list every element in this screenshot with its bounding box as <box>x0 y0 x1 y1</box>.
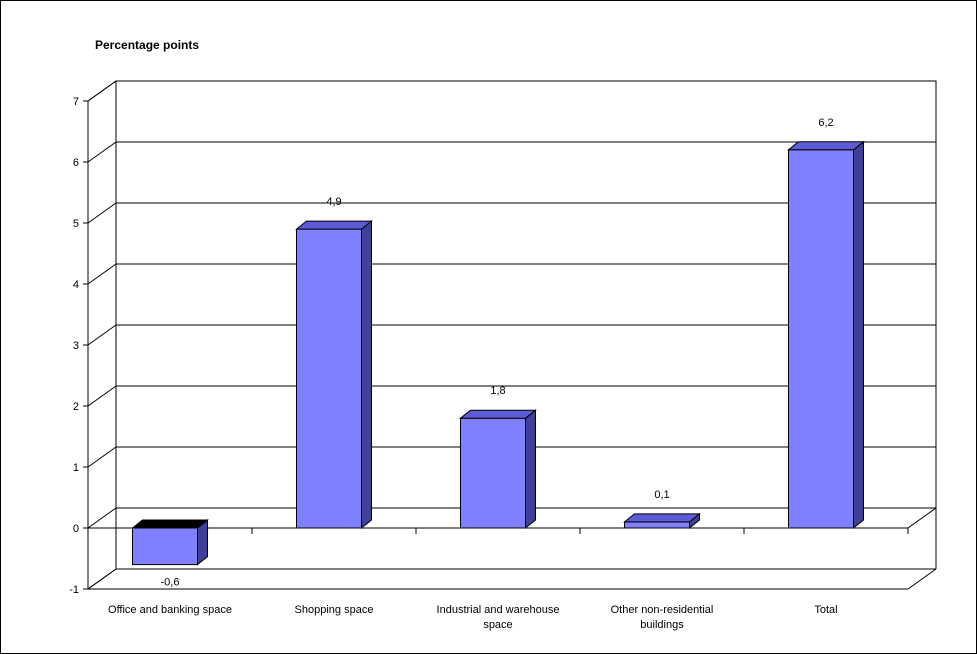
bar <box>624 521 690 529</box>
y-tick-label: 1 <box>73 462 79 474</box>
x-tick-label: space <box>483 619 512 631</box>
bars <box>131 140 865 566</box>
bar <box>460 417 526 529</box>
y-tick-label: -1 <box>69 584 79 596</box>
gridline-side <box>87 80 117 102</box>
bar-side <box>525 409 536 530</box>
bar-top <box>131 519 209 529</box>
bar-top <box>623 513 701 523</box>
gridline-side <box>87 568 117 590</box>
bar-top <box>787 141 865 151</box>
data-label: -0,6 <box>161 577 180 589</box>
bar-group <box>295 220 373 530</box>
gridline-side <box>87 141 117 163</box>
bar-side <box>853 140 864 530</box>
data-label: 4,9 <box>326 196 341 208</box>
bar-top <box>295 220 373 230</box>
bar <box>296 228 362 529</box>
gridline-side <box>87 202 117 224</box>
bar-top <box>459 409 537 419</box>
y-tick-label: 4 <box>73 279 79 291</box>
bar-group <box>459 409 537 530</box>
data-label: 1,8 <box>490 385 505 397</box>
labels: -0,6 Office and banking space 4,9 Shopping … <box>108 117 838 631</box>
floor-edge <box>88 568 937 590</box>
y-tick-label: 5 <box>73 218 79 230</box>
y-tick-label: 2 <box>73 401 79 413</box>
bar-side <box>361 220 372 530</box>
bar-group <box>131 518 209 566</box>
y-tick-label: 7 <box>73 96 79 108</box>
gridline-side <box>87 263 117 285</box>
y-tick-label: 6 <box>73 157 79 169</box>
x-tick-label: Shopping space <box>295 604 374 616</box>
gridline-side <box>87 385 117 407</box>
bar <box>788 149 854 529</box>
data-label: 0,1 <box>654 489 669 501</box>
x-tick-label: Industrial and warehouse <box>437 604 560 616</box>
gridline-side <box>87 324 117 346</box>
x-tick-label: Total <box>814 604 837 616</box>
gridline-side <box>87 446 117 468</box>
gridline-side <box>87 507 117 529</box>
chart-title: Percentage points <box>95 38 200 52</box>
x-tick-label: Other non-residential <box>611 604 714 616</box>
bar-group <box>787 140 865 530</box>
y-axis: -1 0 1 2 3 4 5 6 7 <box>69 96 909 596</box>
x-tick-label: Office and banking space <box>108 604 232 616</box>
bar-group <box>623 512 701 530</box>
y-tick-label: 0 <box>73 523 79 535</box>
y-tick-label: 3 <box>73 340 79 352</box>
data-label: 6,2 <box>818 117 833 129</box>
bar <box>132 527 198 566</box>
x-tick-label: buildings <box>640 619 684 631</box>
